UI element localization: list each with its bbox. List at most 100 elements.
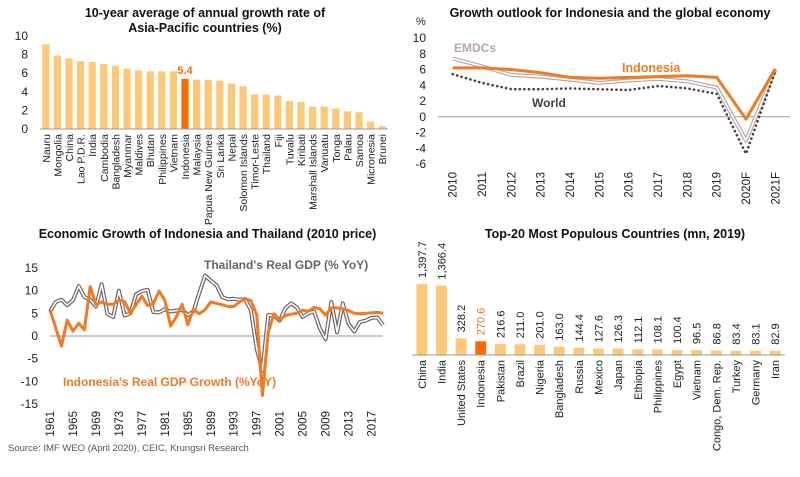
x-tick-label: Germany (751, 360, 763, 406)
y-tick-label: 8 (419, 47, 426, 61)
x-tick-label: 2001 (275, 411, 287, 437)
series-line-emdcs-inner (452, 57, 777, 142)
annotation-emdcs: EMDCs (454, 41, 496, 55)
x-tick-label: Nauru (41, 134, 53, 163)
x-tick-label: Timor-Leste (250, 134, 262, 190)
x-tick-label: Philippines (652, 360, 664, 414)
x-tick-label: India (87, 134, 99, 157)
x-tick-label: Indonesia (476, 359, 488, 408)
data-label: 108.1 (652, 316, 664, 344)
bar-bangladesh (553, 346, 565, 355)
annotation-thailand: Thailand's Real GDP (% YoY) (204, 258, 368, 272)
indonesia-thailand-line-chart: -15 -10 -5 0 5 10 15 1961 1965 1969 1973 1977 1981 19… (21, 258, 385, 437)
data-label: 100.4 (672, 316, 684, 344)
x-tick-label: 1993 (229, 411, 241, 437)
x-tick-label: Brunei (377, 134, 389, 164)
bar-brunei (378, 126, 386, 129)
bar-nauru (42, 44, 50, 130)
x-tick-label: 2010 (448, 172, 460, 198)
bar-thailand (262, 94, 270, 129)
bar-mongolia (53, 55, 61, 129)
bar-samoa (355, 112, 363, 129)
x-tick-label: 1997 (252, 411, 264, 437)
data-label: 163.0 (554, 313, 566, 341)
bar-russia (573, 347, 585, 355)
populous-countries-bar-chart: 1,397.7 China 1,366.4 India 328.2 United Stat… (412, 241, 785, 451)
data-label: 5.4 (177, 65, 193, 77)
y-tick-label: 2 (419, 94, 426, 108)
bar-egypt (671, 349, 683, 355)
series-line-emdcs (452, 56, 778, 143)
x-tick-label: Bangladesh (110, 134, 122, 190)
bar-micronesia (367, 121, 375, 129)
y-tick-label: -2 (415, 126, 426, 140)
bar-ethiopia (632, 349, 644, 355)
y-tick-label: -4 (415, 141, 426, 155)
populous-countries-panel: Top-20 Most Populous Countries (mn, 2019… (400, 225, 800, 477)
indonesia-thailand-panel: Economic Growth of Indonesia and Thailan… (0, 225, 400, 440)
x-tick-label: 2021F (770, 172, 782, 205)
y-tick-label: 0 (31, 329, 38, 343)
x-tick-label: Mexico (594, 360, 606, 395)
bar-nepal (227, 83, 235, 129)
x-tick-label: Marshall Islands (308, 134, 320, 210)
bar-lao-p-d-r- (77, 61, 85, 129)
x-tick-label: 1973 (114, 411, 126, 437)
data-label: 82.9 (770, 323, 782, 344)
bar-indonesia (181, 78, 189, 129)
x-tick-label: Maldives (134, 134, 146, 175)
data-label: 211.0 (515, 312, 527, 339)
bar-turkey (730, 350, 742, 355)
data-label: 1,366.4 (436, 243, 448, 280)
x-tick-label: Micronesia (366, 134, 378, 185)
bar-vanuatu (320, 106, 328, 129)
bar-palau (343, 111, 351, 129)
annotation-world: World (532, 96, 566, 110)
x-tick-label: Myanmar (122, 134, 134, 178)
x-tick-label: United States (456, 360, 468, 427)
data-label: 201.0 (535, 311, 547, 339)
x-tick-label: 1961 (45, 411, 57, 437)
bar-nigeria (534, 344, 546, 355)
y-tick-label: -5 (27, 352, 38, 366)
bar-india (88, 62, 96, 129)
bar-indonesia (475, 341, 487, 355)
data-label: 83.4 (731, 323, 743, 344)
bar-marshall-islands (309, 106, 317, 129)
x-tick-label: Tuvalu (284, 134, 296, 165)
x-tick-label: Samoa (354, 134, 366, 167)
annotation-indonesia: Indonesia (622, 61, 681, 75)
y-tick-label: 10 (25, 284, 39, 298)
x-tick-label: Vietnam (692, 360, 704, 400)
asia-pacific-bar-chart: 0 2 4 6 8 10 Nauru Mongolia China Lao P.D.R. India… (15, 29, 390, 225)
bar-brazil (514, 344, 526, 355)
x-tick-label: Ethiopia (633, 359, 645, 400)
bar-china (65, 58, 73, 129)
bar-solomon-islands (239, 86, 247, 129)
x-tick-label: Thailand (261, 134, 273, 174)
x-tick-label: Nigeria (535, 359, 547, 395)
x-tick-label: 2011 (477, 172, 489, 197)
x-tick-label: 2014 (565, 171, 577, 197)
bar-pakistan (494, 343, 506, 355)
data-label: 1,397.7 (417, 241, 429, 278)
source-note: Source: IMF WEO (April 2020), CEIC, Krun… (8, 443, 249, 454)
x-tick-label: 1985 (183, 411, 195, 437)
bar-sri-lanka (216, 80, 224, 129)
x-tick-label: India (436, 359, 448, 384)
x-tick-label: 2009 (321, 411, 333, 437)
chart-title: Top-20 Most Populous Countries (mn, 2019… (484, 227, 746, 241)
bar-maldives (135, 70, 143, 129)
bar-malaysia (193, 79, 201, 129)
x-tick-label: 2020F (741, 172, 753, 205)
growth-outlook-panel: Growth outlook for Indonesia and the glo… (400, 0, 800, 225)
x-tick-label: Lao P.D.R. (76, 134, 88, 184)
x-tick-label: Pakistan (495, 360, 507, 402)
series-line-indonesia (452, 66, 777, 121)
x-tick-label: Egypt (672, 360, 684, 388)
x-tick-label: Malaysia (192, 134, 204, 176)
bar-germany (750, 350, 761, 355)
x-tick-label: 1977 (137, 411, 149, 437)
data-label: 216.6 (495, 310, 507, 338)
y-tick-label: 0 (21, 122, 28, 136)
